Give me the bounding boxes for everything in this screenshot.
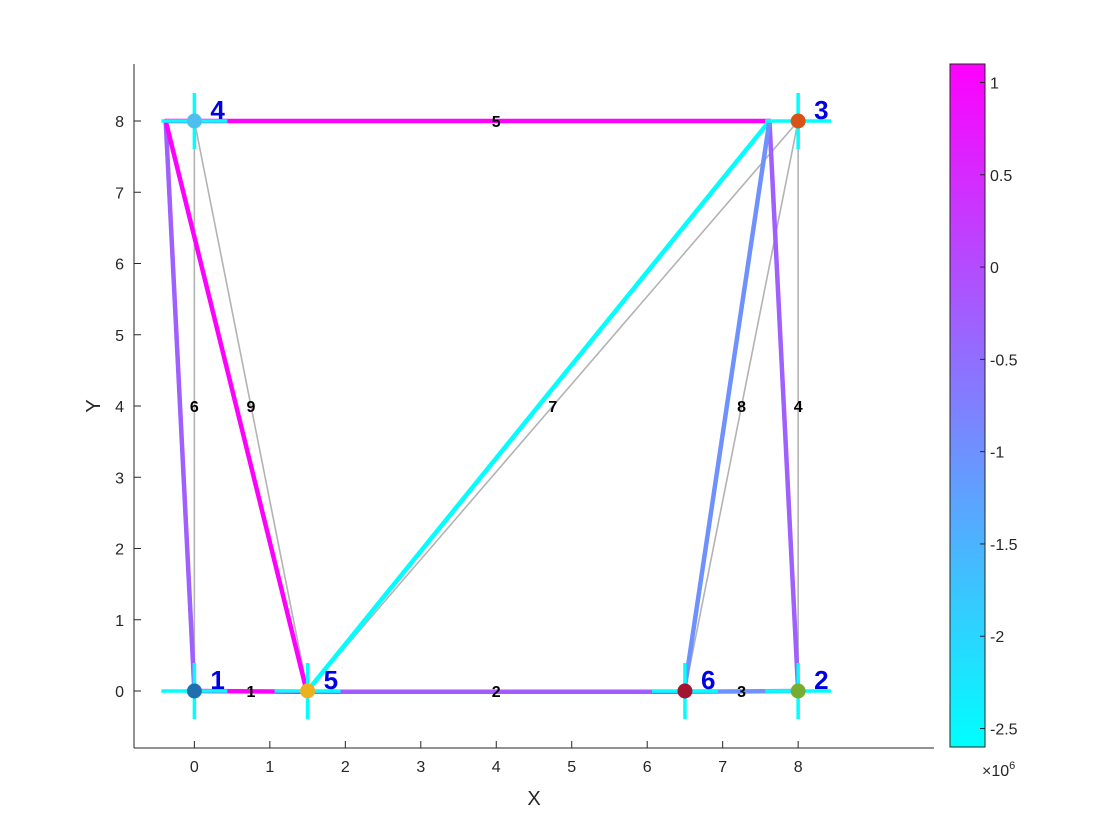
node-marker-4 bbox=[186, 113, 202, 129]
x-tick-label-4: 4 bbox=[492, 759, 501, 776]
x-tick-label-5: 5 bbox=[567, 759, 576, 776]
deformed-member-4 bbox=[767, 118, 801, 694]
colorbar-tick-label-1: 0.5 bbox=[990, 168, 1012, 185]
y-axis-label: Y bbox=[83, 399, 105, 412]
y-tick-label-1: 1 bbox=[115, 613, 124, 630]
deformed-members bbox=[163, 118, 801, 694]
colorbar-exponent: ×106 bbox=[982, 760, 1015, 780]
node-label-5: 5 bbox=[324, 665, 338, 695]
y-tick-label-6: 6 bbox=[115, 257, 124, 274]
plot-area: 1 2 3 4 5 6 7 8 9 1 2 3 4 5 6 bbox=[161, 93, 832, 719]
node-label-6: 6 bbox=[701, 665, 715, 695]
y-tick-label-5: 5 bbox=[115, 328, 124, 345]
colorbar-ticks: 1 0.5 0 -0.5 -1 -1.5 -2 -2.5 bbox=[980, 75, 1018, 739]
deformed-member-7 bbox=[304, 118, 772, 694]
node-label-3: 3 bbox=[814, 95, 828, 125]
colorbar: 1 0.5 0 -0.5 -1 -1.5 -2 -2.5 ×106 bbox=[949, 63, 1018, 780]
colorbar-gradient bbox=[949, 63, 986, 748]
colorbar-tick-label-2: 0 bbox=[990, 260, 999, 277]
y-tick-label-3: 3 bbox=[115, 470, 124, 487]
x-ticks: 0 1 2 3 4 5 6 7 8 bbox=[190, 741, 803, 776]
node-label-4: 4 bbox=[210, 95, 225, 125]
deformed-member-9 bbox=[163, 118, 310, 694]
y-tick-label-0: 0 bbox=[115, 684, 124, 701]
undeformed-member-7 bbox=[306, 120, 799, 692]
y-tick-label-4: 4 bbox=[115, 399, 124, 416]
colorbar-tick-label-3: -0.5 bbox=[990, 352, 1018, 369]
colorbar-tick-label-0: 1 bbox=[990, 75, 999, 92]
x-tick-label-6: 6 bbox=[643, 759, 652, 776]
element-labels: 1 2 3 4 5 6 7 8 9 bbox=[190, 114, 803, 701]
deformed-member-6 bbox=[163, 118, 197, 694]
x-tick-label-7: 7 bbox=[718, 759, 727, 776]
node-marker-5 bbox=[300, 683, 316, 699]
axes: 0 1 2 3 4 5 6 7 8 0 1 2 3 4 5 6 7 8 X Y bbox=[83, 64, 934, 810]
y-tick-label-7: 7 bbox=[115, 185, 124, 202]
element-label-3: 3 bbox=[737, 684, 746, 701]
x-axis-label: X bbox=[527, 788, 540, 810]
element-label-4: 4 bbox=[794, 399, 803, 416]
undeformed-member-8 bbox=[684, 120, 799, 692]
colorbar-tick-label-4: -1 bbox=[990, 445, 1004, 462]
y-tick-label-2: 2 bbox=[115, 542, 124, 559]
y-ticks: 0 1 2 3 4 5 6 7 8 bbox=[115, 114, 141, 701]
element-label-1: 1 bbox=[247, 684, 256, 701]
x-tick-label-8: 8 bbox=[794, 759, 803, 776]
x-tick-label-2: 2 bbox=[341, 759, 350, 776]
node-label-2: 2 bbox=[814, 665, 828, 695]
x-tick-label-0: 0 bbox=[190, 759, 199, 776]
x-tick-label-3: 3 bbox=[416, 759, 425, 776]
x-tick-label-1: 1 bbox=[265, 759, 274, 776]
element-label-6: 6 bbox=[190, 399, 199, 416]
colorbar-tick-label-7: -2.5 bbox=[990, 722, 1018, 739]
element-label-8: 8 bbox=[737, 399, 746, 416]
colorbar-tick-label-5: -1.5 bbox=[990, 537, 1018, 554]
node-marker-6 bbox=[677, 683, 693, 699]
support-markers bbox=[161, 93, 832, 719]
node-label-1: 1 bbox=[210, 665, 224, 695]
colorbar-tick-label-6: -2 bbox=[990, 629, 1004, 646]
node-marker-1 bbox=[186, 683, 202, 699]
element-label-2: 2 bbox=[492, 684, 501, 701]
node-marker-2 bbox=[790, 683, 806, 699]
element-label-9: 9 bbox=[247, 399, 256, 416]
node-markers bbox=[186, 113, 806, 699]
node-labels: 1 2 3 4 5 6 bbox=[210, 95, 828, 695]
y-tick-label-8: 8 bbox=[115, 114, 124, 131]
deformed-member-8 bbox=[681, 118, 772, 694]
element-label-5: 5 bbox=[492, 114, 501, 131]
element-label-7: 7 bbox=[548, 399, 557, 416]
undeformed-member-9 bbox=[193, 120, 309, 692]
node-marker-3 bbox=[790, 113, 806, 129]
